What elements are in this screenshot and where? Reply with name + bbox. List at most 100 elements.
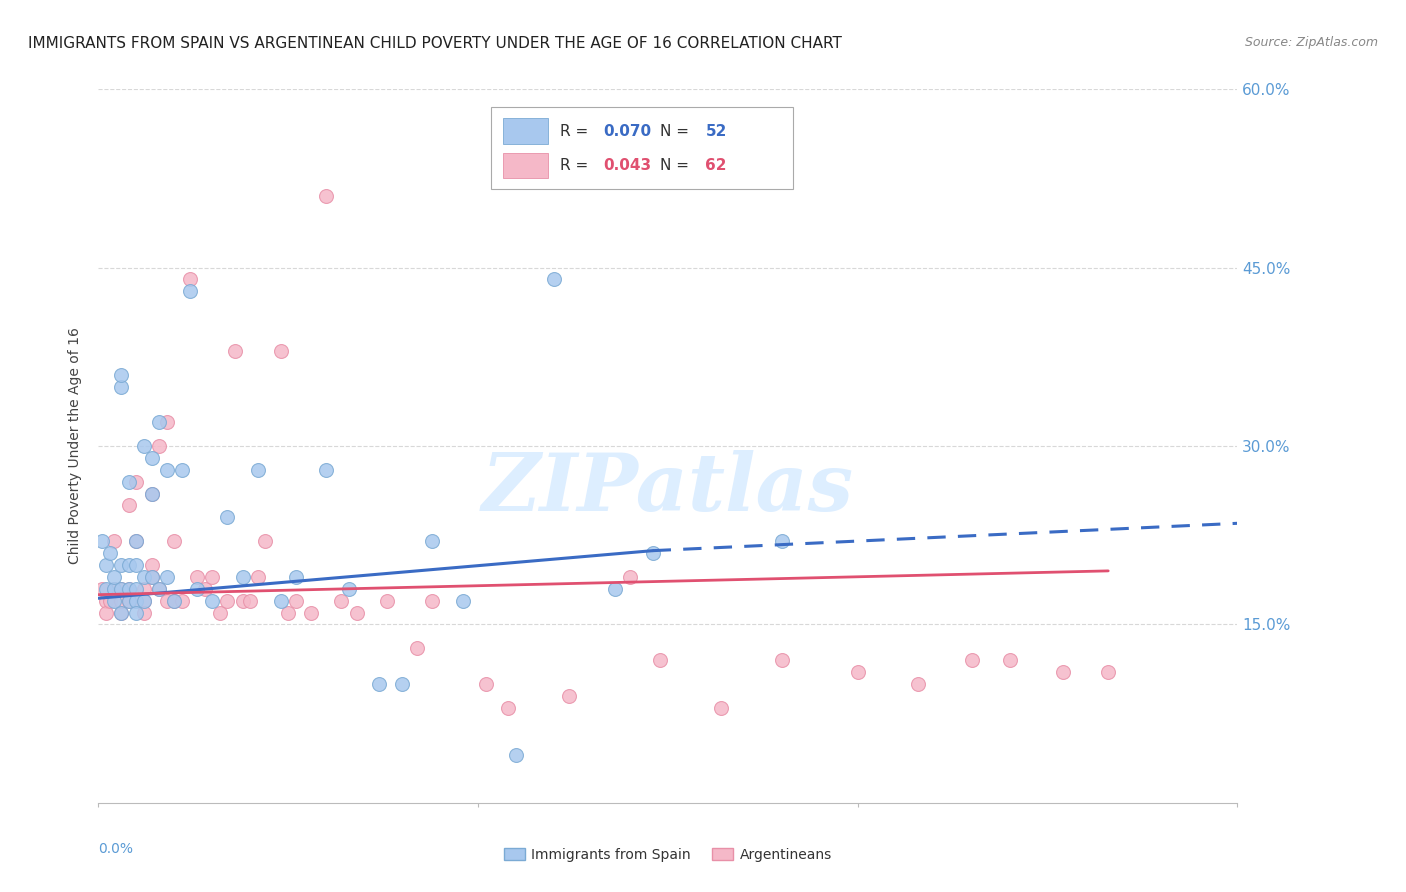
Text: R =: R = bbox=[560, 124, 593, 139]
Point bbox=[132, 593, 155, 607]
Point bbox=[132, 606, 155, 620]
Point bbox=[125, 534, 148, 549]
Point bbox=[284, 570, 307, 584]
Point bbox=[619, 570, 641, 584]
Point bbox=[337, 582, 360, 596]
Legend: Immigrants from Spain, Argentineans: Immigrants from Spain, Argentineans bbox=[498, 842, 838, 867]
Point bbox=[330, 593, 353, 607]
Point bbox=[118, 475, 141, 489]
Point bbox=[224, 343, 246, 358]
Point bbox=[368, 677, 391, 691]
Point bbox=[118, 499, 141, 513]
Point bbox=[132, 593, 155, 607]
Point bbox=[148, 582, 170, 596]
Point bbox=[148, 582, 170, 596]
Point bbox=[156, 463, 179, 477]
Point bbox=[110, 593, 132, 607]
Point bbox=[315, 189, 337, 203]
Point bbox=[179, 285, 201, 299]
Point bbox=[179, 272, 201, 286]
Point bbox=[186, 570, 208, 584]
Point bbox=[125, 475, 148, 489]
Point bbox=[94, 593, 117, 607]
Point bbox=[103, 534, 125, 549]
Point bbox=[94, 558, 117, 572]
Point bbox=[270, 343, 292, 358]
Point bbox=[110, 558, 132, 572]
Point bbox=[217, 510, 239, 524]
Text: 0.070: 0.070 bbox=[603, 124, 651, 139]
Y-axis label: Child Poverty Under the Age of 16: Child Poverty Under the Age of 16 bbox=[69, 327, 83, 565]
Point bbox=[163, 593, 186, 607]
Point bbox=[132, 570, 155, 584]
Point bbox=[1052, 665, 1074, 679]
Point bbox=[110, 368, 132, 382]
Point bbox=[201, 593, 224, 607]
Point bbox=[998, 653, 1021, 667]
Point bbox=[94, 606, 117, 620]
Point bbox=[422, 534, 444, 549]
Point bbox=[118, 582, 141, 596]
Point bbox=[277, 606, 299, 620]
Point bbox=[239, 593, 262, 607]
Point bbox=[110, 582, 132, 596]
Point bbox=[710, 700, 733, 714]
Point bbox=[125, 606, 148, 620]
Point bbox=[346, 606, 368, 620]
Point bbox=[156, 415, 179, 429]
Text: 0.0%: 0.0% bbox=[98, 842, 134, 856]
Point bbox=[1097, 665, 1119, 679]
Point bbox=[141, 486, 163, 500]
Point bbox=[451, 593, 474, 607]
Point bbox=[907, 677, 929, 691]
Point bbox=[170, 593, 193, 607]
Point bbox=[118, 582, 141, 596]
Point bbox=[315, 463, 337, 477]
Point bbox=[141, 450, 163, 465]
Point bbox=[118, 558, 141, 572]
Point bbox=[118, 593, 141, 607]
Point bbox=[125, 582, 148, 596]
Point bbox=[246, 463, 269, 477]
Point bbox=[770, 653, 793, 667]
Text: N =: N = bbox=[659, 124, 693, 139]
Point bbox=[148, 415, 170, 429]
Point bbox=[118, 593, 141, 607]
Text: 62: 62 bbox=[706, 158, 727, 173]
Point bbox=[170, 463, 193, 477]
Point bbox=[132, 582, 155, 596]
Point bbox=[125, 558, 148, 572]
Point bbox=[246, 570, 269, 584]
Text: R =: R = bbox=[560, 158, 593, 173]
Point bbox=[650, 653, 672, 667]
Point bbox=[284, 593, 307, 607]
Point bbox=[103, 582, 125, 596]
Bar bbox=[503, 119, 548, 145]
Text: Source: ZipAtlas.com: Source: ZipAtlas.com bbox=[1244, 36, 1378, 49]
Point bbox=[208, 606, 231, 620]
Point bbox=[148, 439, 170, 453]
Point bbox=[156, 593, 179, 607]
Point bbox=[186, 582, 208, 596]
Point bbox=[110, 606, 132, 620]
Bar bbox=[503, 153, 548, 178]
Point bbox=[125, 593, 148, 607]
Text: 0.043: 0.043 bbox=[603, 158, 651, 173]
Point bbox=[641, 546, 664, 560]
FancyBboxPatch shape bbox=[491, 107, 793, 189]
Text: ZIPatlas: ZIPatlas bbox=[482, 450, 853, 527]
Point bbox=[194, 582, 217, 596]
Point bbox=[110, 582, 132, 596]
Point bbox=[543, 272, 565, 286]
Point bbox=[391, 677, 413, 691]
Point bbox=[156, 570, 179, 584]
Point bbox=[141, 558, 163, 572]
Point bbox=[110, 379, 132, 393]
Point bbox=[110, 606, 132, 620]
Point bbox=[505, 748, 527, 763]
Point bbox=[141, 570, 163, 584]
Point bbox=[770, 534, 793, 549]
Text: N =: N = bbox=[659, 158, 693, 173]
Point bbox=[125, 593, 148, 607]
Point bbox=[498, 700, 520, 714]
